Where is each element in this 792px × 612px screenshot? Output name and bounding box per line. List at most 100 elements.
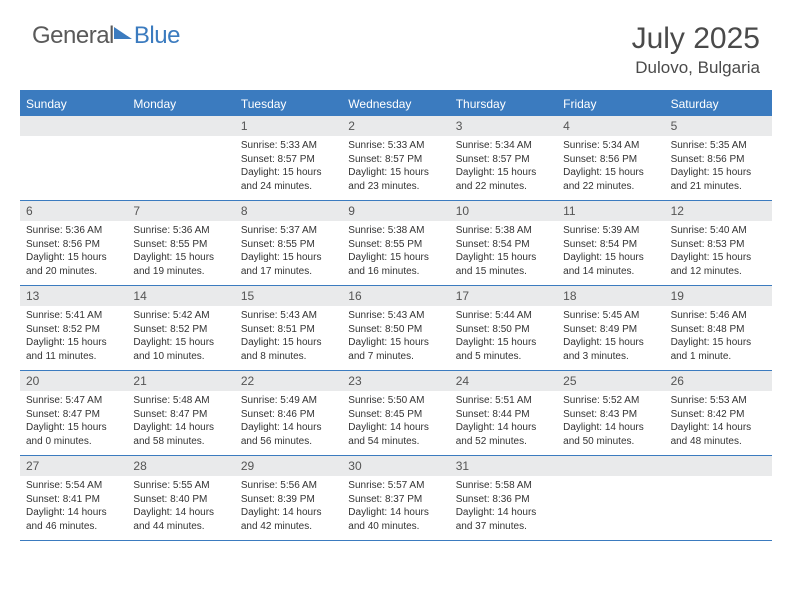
daylight-text-2: and 56 minutes. [241, 435, 336, 449]
daylight-text-2: and 20 minutes. [26, 265, 121, 279]
daylight-text-1: Daylight: 15 hours [133, 336, 228, 350]
sunrise-text: Sunrise: 5:35 AM [671, 139, 766, 153]
daylight-text-2: and 21 minutes. [671, 180, 766, 194]
day-cell: 25Sunrise: 5:52 AMSunset: 8:43 PMDayligh… [557, 371, 664, 455]
day-number: 6 [20, 201, 127, 221]
day-cell: 13Sunrise: 5:41 AMSunset: 8:52 PMDayligh… [20, 286, 127, 370]
weekday-header: SundayMondayTuesdayWednesdayThursdayFrid… [20, 92, 772, 116]
daylight-text-2: and 7 minutes. [348, 350, 443, 364]
sunset-text: Sunset: 8:52 PM [133, 323, 228, 337]
sunrise-text: Sunrise: 5:36 AM [133, 224, 228, 238]
sunset-text: Sunset: 8:55 PM [348, 238, 443, 252]
day-body: Sunrise: 5:53 AMSunset: 8:42 PMDaylight:… [665, 391, 772, 454]
daylight-text-2: and 46 minutes. [26, 520, 121, 534]
day-number: 24 [450, 371, 557, 391]
daylight-text-2: and 8 minutes. [241, 350, 336, 364]
sunrise-text: Sunrise: 5:45 AM [563, 309, 658, 323]
day-cell: 18Sunrise: 5:45 AMSunset: 8:49 PMDayligh… [557, 286, 664, 370]
day-body: Sunrise: 5:39 AMSunset: 8:54 PMDaylight:… [557, 221, 664, 284]
week-row: 13Sunrise: 5:41 AMSunset: 8:52 PMDayligh… [20, 286, 772, 371]
weekday-label: Friday [557, 92, 664, 116]
week-row: 20Sunrise: 5:47 AMSunset: 8:47 PMDayligh… [20, 371, 772, 456]
day-cell: 20Sunrise: 5:47 AMSunset: 8:47 PMDayligh… [20, 371, 127, 455]
weekday-label: Tuesday [235, 92, 342, 116]
daylight-text-2: and 12 minutes. [671, 265, 766, 279]
daylight-text-1: Daylight: 15 hours [241, 166, 336, 180]
day-body: Sunrise: 5:38 AMSunset: 8:55 PMDaylight:… [342, 221, 449, 284]
sunset-text: Sunset: 8:57 PM [241, 153, 336, 167]
sunrise-text: Sunrise: 5:41 AM [26, 309, 121, 323]
day-cell: 8Sunrise: 5:37 AMSunset: 8:55 PMDaylight… [235, 201, 342, 285]
day-cell: 31Sunrise: 5:58 AMSunset: 8:36 PMDayligh… [450, 456, 557, 540]
month-title: July 2025 [632, 22, 760, 56]
daylight-text-1: Daylight: 14 hours [671, 421, 766, 435]
daylight-text-2: and 40 minutes. [348, 520, 443, 534]
sunset-text: Sunset: 8:36 PM [456, 493, 551, 507]
day-body: Sunrise: 5:45 AMSunset: 8:49 PMDaylight:… [557, 306, 664, 369]
daylight-text-1: Daylight: 14 hours [241, 506, 336, 520]
sunset-text: Sunset: 8:56 PM [26, 238, 121, 252]
day-number: 5 [665, 116, 772, 136]
day-body: Sunrise: 5:34 AMSunset: 8:57 PMDaylight:… [450, 136, 557, 199]
daylight-text-2: and 3 minutes. [563, 350, 658, 364]
sunrise-text: Sunrise: 5:55 AM [133, 479, 228, 493]
day-number: 2 [342, 116, 449, 136]
sunrise-text: Sunrise: 5:34 AM [563, 139, 658, 153]
sunrise-text: Sunrise: 5:47 AM [26, 394, 121, 408]
daylight-text-2: and 1 minute. [671, 350, 766, 364]
daylight-text-2: and 37 minutes. [456, 520, 551, 534]
day-body: Sunrise: 5:43 AMSunset: 8:51 PMDaylight:… [235, 306, 342, 369]
sunset-text: Sunset: 8:42 PM [671, 408, 766, 422]
sunrise-text: Sunrise: 5:43 AM [241, 309, 336, 323]
daylight-text-1: Daylight: 14 hours [133, 421, 228, 435]
daylight-text-1: Daylight: 15 hours [456, 166, 551, 180]
daylight-text-2: and 11 minutes. [26, 350, 121, 364]
daylight-text-2: and 22 minutes. [563, 180, 658, 194]
day-number [557, 456, 664, 476]
day-cell: 26Sunrise: 5:53 AMSunset: 8:42 PMDayligh… [665, 371, 772, 455]
sunrise-text: Sunrise: 5:36 AM [26, 224, 121, 238]
day-number: 7 [127, 201, 234, 221]
day-cell: 12Sunrise: 5:40 AMSunset: 8:53 PMDayligh… [665, 201, 772, 285]
daylight-text-2: and 54 minutes. [348, 435, 443, 449]
sunrise-text: Sunrise: 5:33 AM [348, 139, 443, 153]
day-body: Sunrise: 5:38 AMSunset: 8:54 PMDaylight:… [450, 221, 557, 284]
day-number: 22 [235, 371, 342, 391]
sunset-text: Sunset: 8:51 PM [241, 323, 336, 337]
sunset-text: Sunset: 8:50 PM [456, 323, 551, 337]
sunset-text: Sunset: 8:45 PM [348, 408, 443, 422]
day-cell: 7Sunrise: 5:36 AMSunset: 8:55 PMDaylight… [127, 201, 234, 285]
daylight-text-1: Daylight: 15 hours [348, 336, 443, 350]
day-body: Sunrise: 5:57 AMSunset: 8:37 PMDaylight:… [342, 476, 449, 539]
daylight-text-2: and 24 minutes. [241, 180, 336, 194]
day-cell: 30Sunrise: 5:57 AMSunset: 8:37 PMDayligh… [342, 456, 449, 540]
day-number: 11 [557, 201, 664, 221]
day-cell: 1Sunrise: 5:33 AMSunset: 8:57 PMDaylight… [235, 116, 342, 200]
daylight-text-1: Daylight: 15 hours [456, 336, 551, 350]
day-cell: 22Sunrise: 5:49 AMSunset: 8:46 PMDayligh… [235, 371, 342, 455]
day-body: Sunrise: 5:34 AMSunset: 8:56 PMDaylight:… [557, 136, 664, 199]
day-body: Sunrise: 5:33 AMSunset: 8:57 PMDaylight:… [342, 136, 449, 199]
daylight-text-1: Daylight: 14 hours [348, 421, 443, 435]
day-number: 23 [342, 371, 449, 391]
day-cell: 29Sunrise: 5:56 AMSunset: 8:39 PMDayligh… [235, 456, 342, 540]
day-cell: 16Sunrise: 5:43 AMSunset: 8:50 PMDayligh… [342, 286, 449, 370]
daylight-text-1: Daylight: 14 hours [241, 421, 336, 435]
sunset-text: Sunset: 8:39 PM [241, 493, 336, 507]
day-cell: 28Sunrise: 5:55 AMSunset: 8:40 PMDayligh… [127, 456, 234, 540]
day-number: 19 [665, 286, 772, 306]
day-cell: 23Sunrise: 5:50 AMSunset: 8:45 PMDayligh… [342, 371, 449, 455]
sunrise-text: Sunrise: 5:40 AM [671, 224, 766, 238]
day-number: 28 [127, 456, 234, 476]
day-number [665, 456, 772, 476]
day-cell [557, 456, 664, 540]
weekday-label: Thursday [450, 92, 557, 116]
day-cell: 3Sunrise: 5:34 AMSunset: 8:57 PMDaylight… [450, 116, 557, 200]
day-number: 18 [557, 286, 664, 306]
daylight-text-2: and 5 minutes. [456, 350, 551, 364]
day-number: 12 [665, 201, 772, 221]
daylight-text-2: and 17 minutes. [241, 265, 336, 279]
sunrise-text: Sunrise: 5:44 AM [456, 309, 551, 323]
day-number: 27 [20, 456, 127, 476]
day-cell: 11Sunrise: 5:39 AMSunset: 8:54 PMDayligh… [557, 201, 664, 285]
